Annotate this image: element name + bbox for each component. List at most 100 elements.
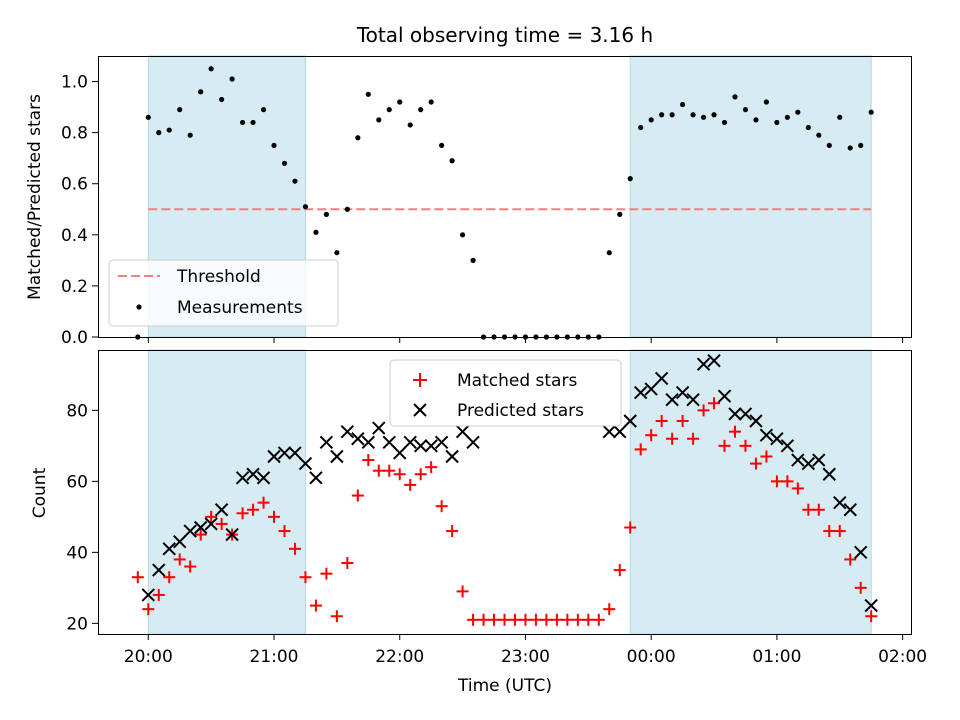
matched-point [236,507,249,520]
measurement-point [386,107,392,113]
predicted-point [434,435,449,450]
matched-point [718,439,731,452]
bottom-y-axis-label: Count [30,467,50,518]
predicted-point [455,424,470,439]
measurement-point [847,145,853,151]
top-y-axis-label: Matched/Predicted stars [25,94,45,300]
measurement-point [292,178,298,184]
x-tick-label: 21:00 [250,647,299,667]
measurement-point [449,158,455,164]
matched-point [488,613,501,626]
bottom-y-axis: 20 40 60 80 [66,401,98,634]
matched-point [215,517,228,530]
matched-point [467,613,480,626]
matched-point [865,610,878,623]
shaded-span-2 [629,55,872,338]
top-y-tick-label: 0.8 [61,124,88,144]
bottom-y-tick-label: 20 [66,614,88,634]
measurement-point [868,109,874,115]
matched-point [257,496,270,509]
predicted-point [686,392,700,407]
predicted-point [214,503,229,517]
measurement-point [271,142,277,149]
measurement-point [459,232,466,238]
predicted-point [602,424,616,439]
matched-point [320,567,333,580]
matched-point [540,613,553,626]
chart-title: Total observing time = 3.16 h [356,23,653,47]
matched-point [205,510,218,523]
bottom-y-tick-label: 60 [66,472,88,492]
predicted-point [246,467,260,481]
matched-point [812,503,825,516]
measurement-point [376,117,382,123]
measurement-point [627,176,633,182]
predicted-legend-marker [413,403,427,417]
matched-point [833,525,846,538]
top-plot-frame [98,56,912,338]
predicted-point [330,449,344,464]
matched-point [142,603,155,616]
predicted-point [623,414,637,428]
predicted-point [675,385,690,400]
predicted-point [288,446,302,460]
matched-point [791,482,804,495]
measurement-point [470,257,476,263]
measurement-point [648,117,654,123]
measurement-point [439,142,445,149]
predicted-point [759,428,774,442]
matched-point [372,464,385,477]
x-tick-label: 02:00 [878,647,927,667]
predicted-point [613,424,627,439]
predicted-point [749,414,763,428]
matched-point [708,397,721,410]
matched-point [582,613,595,626]
top-y-tick-label: 1.0 [61,73,88,93]
predicted-point [403,435,417,450]
predicted-point [225,527,239,542]
predicted-point [843,503,857,517]
measurements-legend-label: Measurements [177,298,303,318]
matched-point [393,468,406,481]
predicted-point [277,446,292,460]
matched-point [362,454,375,467]
measurement-point [302,204,309,210]
measurement-point [721,119,728,126]
matched-point [508,613,521,626]
matched-point [760,450,773,463]
measurement-point [858,142,864,149]
top-legend-box [108,259,339,327]
predicted-point [393,446,407,460]
matched-point [781,475,794,488]
measurement-point [837,114,843,120]
measurement-point [700,114,707,120]
measurement-point [711,112,717,118]
matched-point [330,610,343,623]
measurement-point [323,211,329,217]
predicted-point [717,389,732,403]
matched-point [404,478,417,491]
measurement-point [826,142,832,149]
measurement-point [198,89,204,95]
measurement-point [763,99,770,105]
matched-point [634,443,647,456]
matched-point [414,468,427,481]
predicted-point [298,456,313,471]
x-tick-label: 01:00 [752,647,801,667]
measurement-point [742,107,749,113]
matched-point [676,415,689,427]
predicted-point [309,471,323,485]
predicted-point [445,449,459,464]
measurement-point [281,160,288,166]
measurement-point [816,132,822,138]
predicted-point [864,598,878,613]
top-y-axis: 0.0 0.2 0.4 0.6 0.8 1.0 [61,73,98,348]
top-y-tick-label: 0.0 [61,328,88,348]
matched-stars-series [131,397,878,626]
predicted-point [141,588,155,602]
measurement-point [805,124,811,131]
measurement-point [344,206,350,212]
matched-point [383,464,396,477]
predicted-point [466,435,480,450]
matched-point [152,588,165,601]
